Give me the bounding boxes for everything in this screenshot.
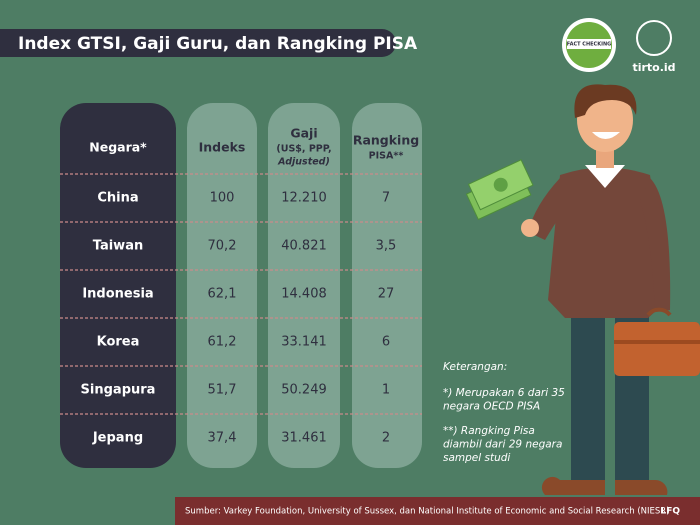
shoe	[615, 479, 668, 495]
column-header: (US$, PPP,	[276, 144, 331, 155]
cell: 31.461	[281, 431, 327, 446]
arm	[640, 178, 671, 312]
table: Negara* Indeks Gaji (US$, PPP, Adjusted) Rang…	[60, 126, 422, 446]
cell: 51,7	[208, 383, 237, 398]
source: Sumber: Varkey Foundation, University of…	[185, 507, 670, 517]
cell: 6	[382, 335, 390, 350]
cell: 27	[378, 287, 395, 302]
cell: 2	[382, 431, 390, 446]
column-header: Indeks	[199, 140, 246, 155]
column-header: PISA**	[369, 151, 404, 162]
arm	[528, 178, 572, 240]
code: LFQ	[660, 507, 680, 517]
cell: 50.249	[281, 383, 327, 398]
hand	[521, 219, 539, 237]
briefcase-band	[614, 340, 700, 344]
note-line: diambil dari 29 negara	[443, 439, 562, 451]
cell: 70,2	[208, 239, 237, 254]
cell: 12.210	[281, 191, 327, 206]
money	[465, 159, 534, 221]
badge-band	[567, 39, 611, 49]
cell: 62,1	[208, 287, 237, 302]
country: Taiwan	[93, 239, 143, 254]
note-line: **) Rangking Pisa	[443, 425, 535, 437]
rank-column	[352, 103, 422, 468]
cell: 61,2	[208, 335, 237, 350]
country: Korea	[97, 335, 140, 350]
cell: 37,4	[208, 431, 237, 446]
column-header: Rangking	[353, 133, 419, 148]
notes-title: Keterangan:	[443, 361, 507, 373]
logo-icon	[636, 20, 672, 56]
cell: 3,5	[376, 239, 397, 254]
hair	[574, 84, 637, 118]
shoe	[541, 476, 605, 495]
cell: 100	[210, 191, 235, 206]
cell: 1	[382, 383, 390, 398]
smile	[592, 132, 620, 139]
leg	[571, 300, 605, 480]
note-line: *) Merupakan 6 dari 35	[443, 387, 565, 399]
column-header: Adjusted)	[277, 157, 330, 168]
footer-bar	[175, 497, 700, 525]
collar	[585, 165, 625, 188]
salary-column	[268, 103, 340, 468]
country: Jepang	[92, 431, 143, 446]
country: Singapura	[81, 383, 156, 398]
country-column	[60, 103, 176, 468]
column-header: Gaji	[290, 126, 317, 141]
logo: tirto.id	[632, 61, 675, 74]
briefcase	[614, 322, 700, 376]
briefcase-handle	[646, 307, 672, 317]
index-column	[187, 103, 257, 468]
title-bar	[0, 29, 396, 57]
column-header: Negara*	[89, 140, 147, 155]
title: Index GTSI, Gaji Guru, dan Rangking PISA	[18, 34, 418, 54]
cell: 7	[382, 191, 390, 206]
notes: Keterangan: *) Merupakan 6 dari 35 negara …	[443, 361, 565, 464]
cell: 33.141	[281, 335, 327, 350]
sweater	[548, 167, 668, 318]
note-line: sampel studi	[443, 452, 510, 464]
note-line: negara OECD PISA	[443, 401, 540, 413]
country: China	[97, 191, 138, 206]
badge-label: FACT CHECKING	[567, 42, 612, 48]
illustration	[465, 84, 700, 495]
cell: 14.408	[281, 287, 327, 302]
country: Indonesia	[82, 287, 153, 302]
cell: 40.821	[281, 239, 327, 254]
